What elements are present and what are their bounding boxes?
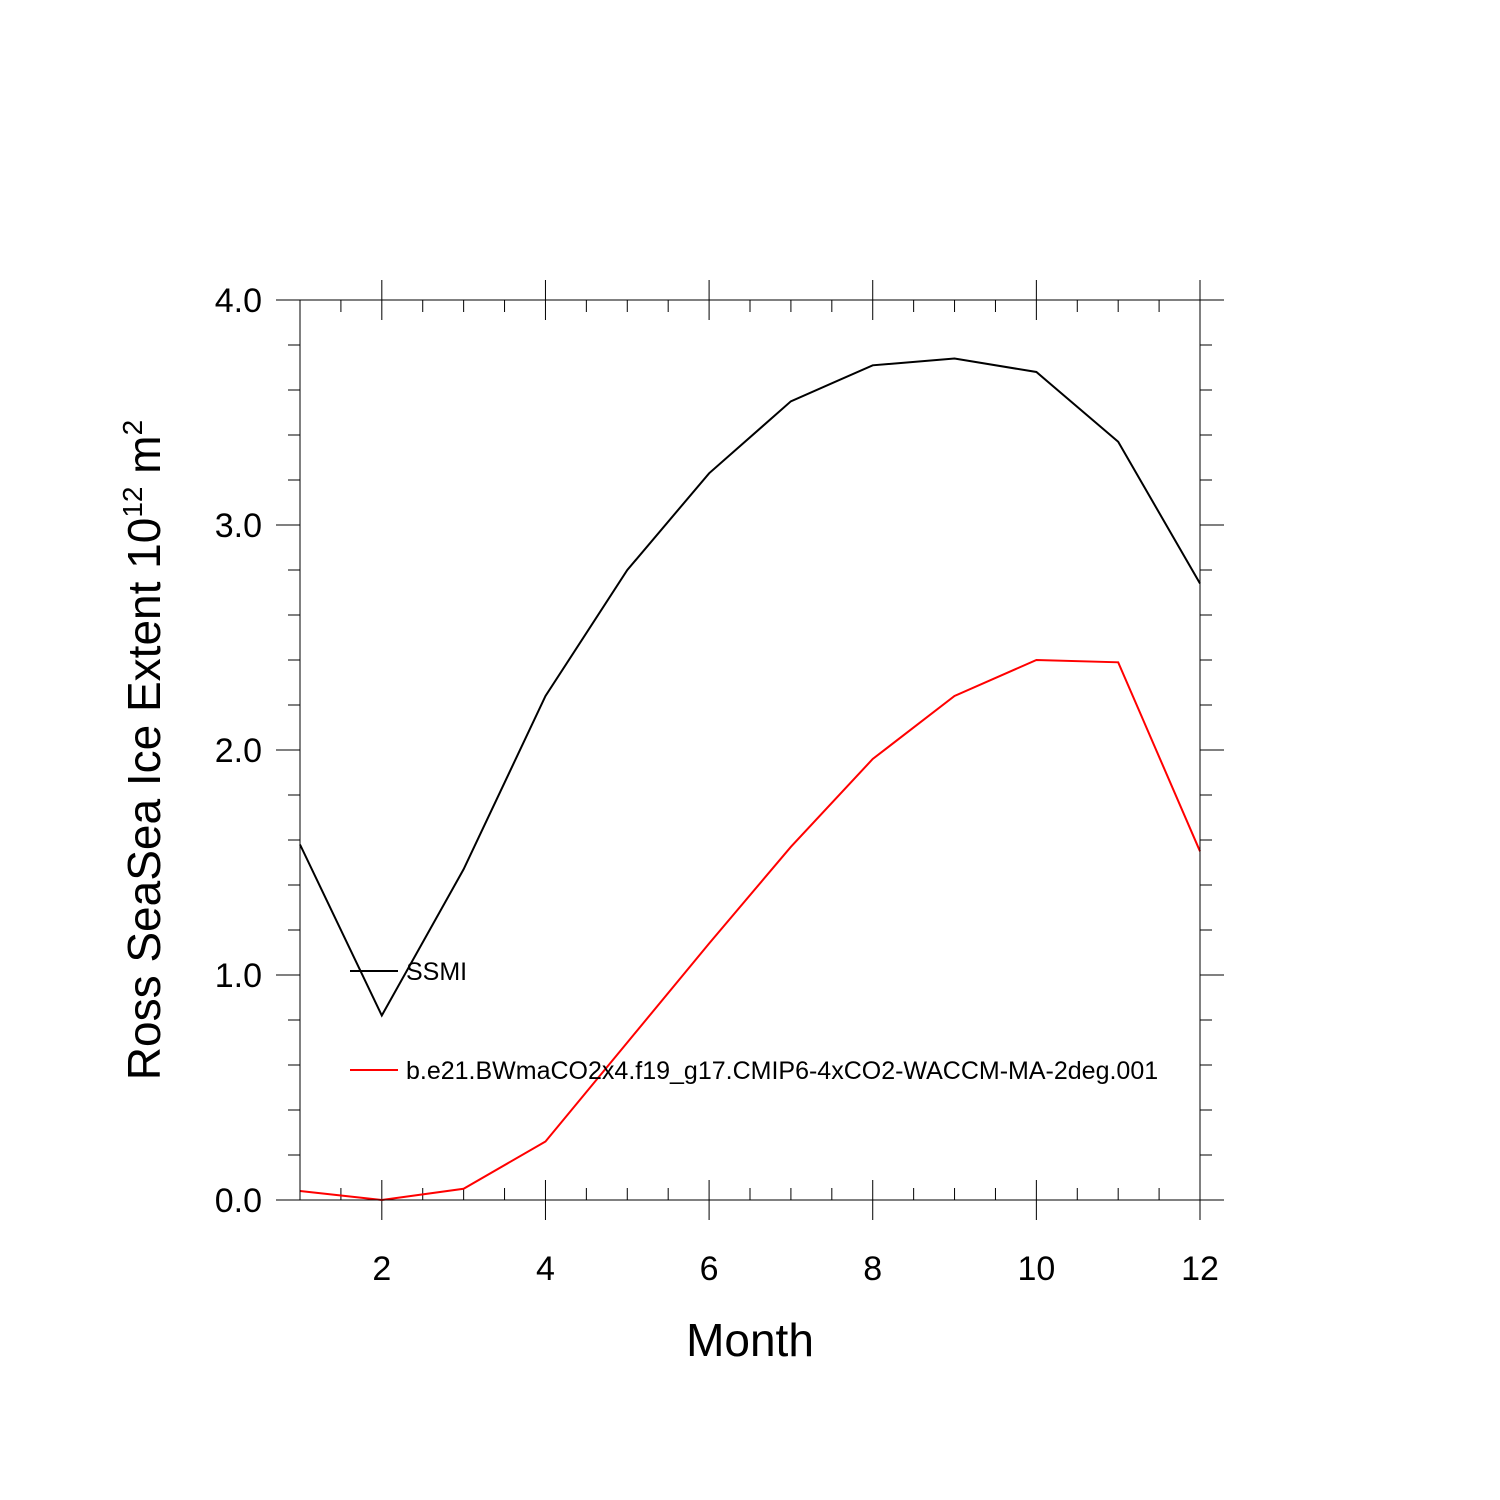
y-axis-title-unit: m (118, 435, 170, 486)
x-tick-label: 2 (372, 1250, 391, 1288)
legend: SSMI b.e21.BWmaCO2x4.f19_g17.CMIP6-4xCO2-… (350, 958, 1158, 1085)
x-axis-title: Month (686, 1314, 814, 1366)
y-axis-title-prefix: Ross SeaSea Ice Extent 10 (118, 518, 170, 1081)
minor-ticks (288, 300, 1212, 1200)
x-tick-label: 12 (1181, 1250, 1219, 1288)
y-axis-title-exponent: 12 (117, 486, 148, 517)
legend-label-1: SSMI (406, 958, 467, 986)
y-tick-label: 3.0 (215, 507, 262, 545)
plot-frame (299, 299, 1201, 1201)
y-tick-label: 0.0 (215, 1182, 262, 1220)
series-line-2 (299, 658, 1201, 1202)
y-tick-label: 2.0 (215, 732, 262, 770)
x-tick-label: 4 (536, 1250, 555, 1288)
y-axis-title: Ross SeaSea Ice Extent 1012 m2 (117, 420, 170, 1080)
x-tick-label: 6 (700, 1250, 719, 1288)
series-lines (299, 357, 1201, 1202)
x-tick-label: 8 (863, 1250, 882, 1288)
y-tick-label: 1.0 (215, 957, 262, 995)
y-tick-label: 4.0 (215, 282, 262, 320)
legend-label-2: b.e21.BWmaCO2x4.f19_g17.CMIP6-4xCO2-WACC… (406, 1057, 1158, 1085)
x-tick-label: 10 (1017, 1250, 1055, 1288)
series-line-1 (299, 357, 1201, 1018)
tick-labels: 2 4 6 8 10 12 0.0 1.0 2.0 3.0 4.0 (215, 282, 1219, 1288)
y-axis-title-unit-exponent: 2 (117, 420, 148, 436)
major-ticks (276, 280, 1224, 1220)
